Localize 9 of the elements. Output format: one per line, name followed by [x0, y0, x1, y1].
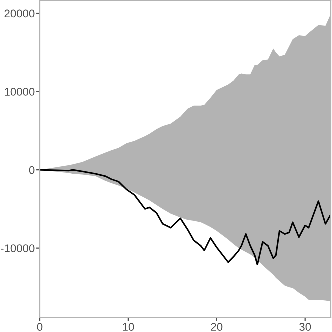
y-tick-label: 20000 — [4, 10, 35, 18]
x-tick-label: 10 — [123, 323, 134, 332]
x-tick-label: 30 — [300, 323, 312, 332]
x-tick-label: 20 — [211, 323, 223, 332]
y-tick-label: -10000 — [1, 244, 35, 252]
y-tick-label: 10000 — [5, 88, 35, 96]
x-tick-label: 0 — [37, 323, 43, 332]
y-tick-label: 0 — [29, 166, 35, 174]
line-series — [40, 169, 331, 266]
